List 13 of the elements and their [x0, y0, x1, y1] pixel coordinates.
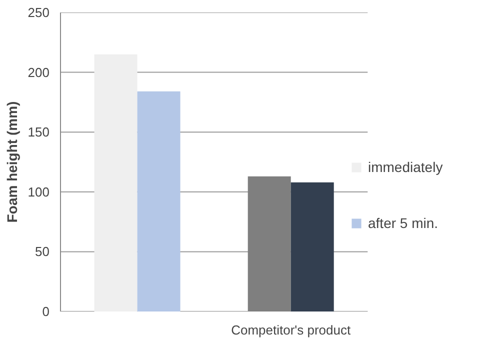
y-axis-title: Foam height (mm) — [4, 101, 20, 223]
y-tick-label: 250 — [28, 5, 50, 20]
legend-label: after 5 min. — [368, 215, 438, 231]
bar — [290, 182, 334, 312]
x-tick-label: Competitor's product — [231, 322, 352, 338]
y-tick-label: 100 — [28, 184, 50, 200]
legend-label: immediately — [368, 159, 443, 175]
y-tick-label: 50 — [35, 244, 50, 260]
y-tick-label: 200 — [28, 64, 50, 80]
y-tick-label: 0 — [42, 304, 50, 319]
bar — [137, 91, 180, 312]
y-tick-label: 150 — [28, 124, 50, 140]
bar — [94, 54, 138, 312]
